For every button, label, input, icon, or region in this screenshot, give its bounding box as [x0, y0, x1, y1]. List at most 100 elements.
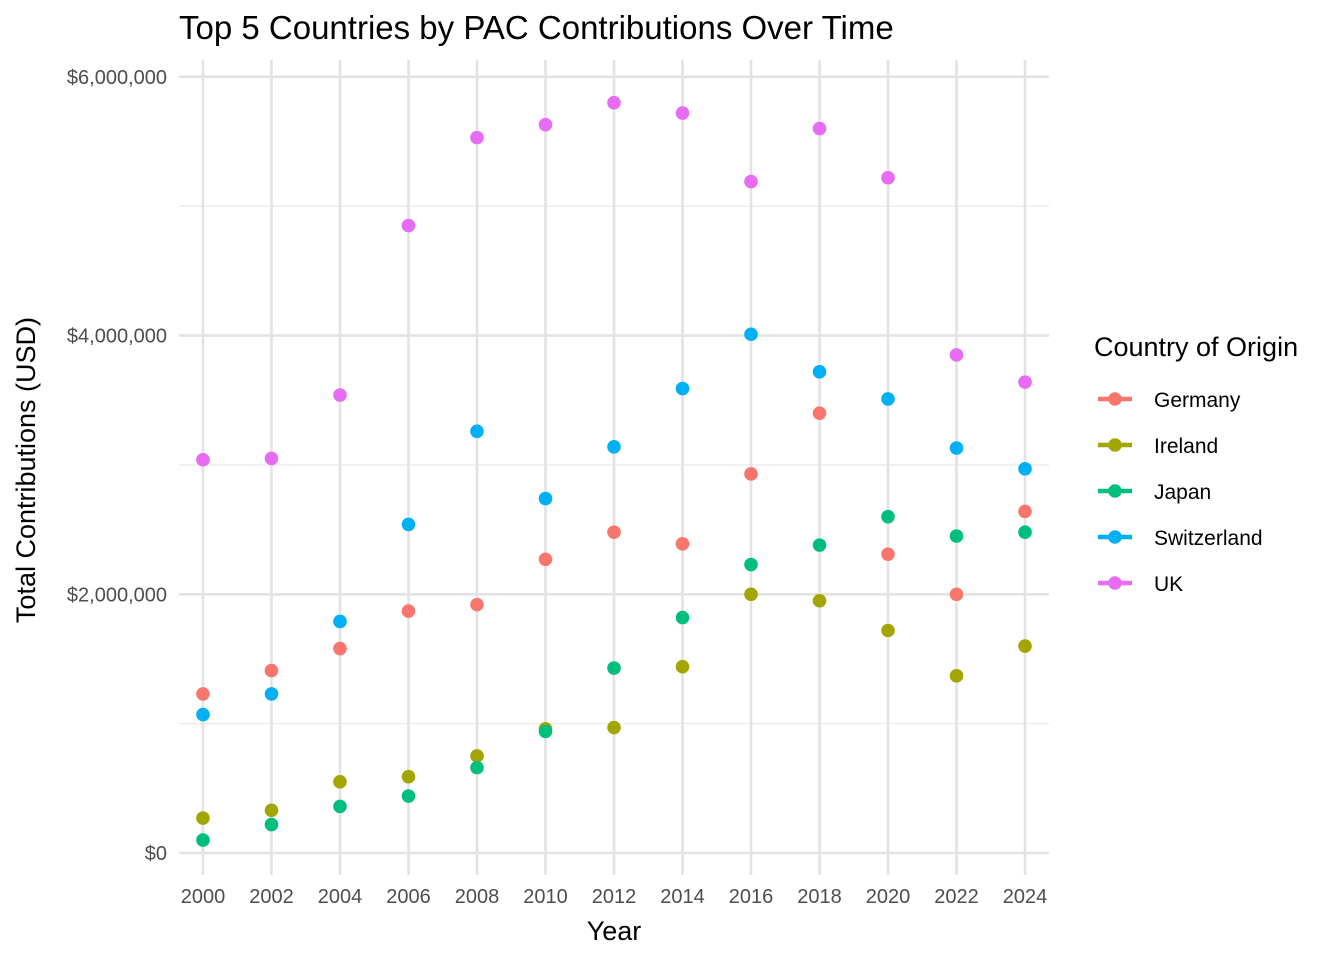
legend-key-point [1108, 530, 1122, 544]
legend-item-japan: Japan [1098, 481, 1211, 504]
data-point [1018, 504, 1032, 519]
data-point [881, 623, 895, 638]
x-tick-label: 2012 [592, 886, 637, 908]
data-point [1018, 375, 1032, 389]
series-germany [196, 406, 1032, 701]
data-point [675, 659, 690, 674]
series-ireland [196, 587, 1032, 825]
data-point [470, 749, 484, 763]
x-tick-label: 2008 [455, 886, 500, 908]
x-tick-label: 2000 [181, 886, 226, 908]
data-point [607, 525, 621, 539]
series-switzerland [196, 327, 1032, 722]
x-tick-label: 2016 [729, 886, 774, 908]
legend-label: Switzerland [1154, 527, 1263, 550]
data-point [333, 799, 347, 814]
data-point [949, 529, 964, 543]
data-point [812, 593, 827, 608]
data-point [744, 327, 758, 342]
data-point [538, 552, 553, 567]
x-tick-label: 2004 [318, 886, 363, 908]
data-point [949, 441, 964, 455]
data-point [538, 117, 553, 132]
data-point [401, 769, 416, 784]
legend-item-germany: Germany [1098, 389, 1241, 412]
chart-title: Top 5 Countries by PAC Contributions Ove… [179, 9, 894, 46]
data-point [1018, 525, 1032, 539]
data-point [607, 720, 621, 735]
series-japan [196, 509, 1032, 847]
x-tick-label: 2024 [1003, 886, 1048, 908]
data-point [333, 388, 347, 402]
data-point [470, 424, 484, 439]
data-point [949, 668, 964, 683]
legend-item-ireland: Ireland [1098, 435, 1218, 458]
data-point [1018, 639, 1032, 653]
data-point [264, 817, 279, 832]
x-tick-label: 2014 [660, 886, 705, 908]
data-point [675, 537, 690, 551]
x-tick-label: 2010 [523, 886, 568, 908]
data-point [264, 803, 279, 818]
y-axis-title: Total Contributions (USD) [11, 317, 41, 623]
data-point [744, 467, 758, 481]
data-point [401, 218, 416, 233]
series-uk [196, 95, 1032, 467]
data-point [470, 760, 484, 775]
data-point [812, 406, 827, 420]
legend-label: Japan [1154, 481, 1211, 504]
legend-key-point [1108, 484, 1122, 498]
y-tick-label: $2,000,000 [67, 584, 167, 606]
data-point [264, 687, 279, 701]
data-point [401, 604, 416, 618]
legend-label: Ireland [1154, 435, 1218, 458]
data-point [196, 452, 210, 467]
data-point [607, 661, 621, 675]
data-point [333, 641, 347, 656]
legend-item-uk: UK [1098, 573, 1183, 596]
data-point [675, 106, 690, 120]
data-points [196, 95, 1032, 847]
y-tick-label: $4,000,000 [67, 326, 167, 348]
legend-key-point [1108, 576, 1122, 590]
data-point [264, 663, 279, 678]
legend: Country of Origin Germany Ireland Japan Swi… [1094, 332, 1298, 596]
y-tick-label: $6,000,000 [67, 67, 167, 89]
legend-key-point [1108, 438, 1122, 452]
data-point [470, 130, 484, 145]
data-point [949, 587, 964, 602]
legend-item-switzerland: Switzerland [1098, 527, 1263, 550]
y-tick-label: $0 [145, 843, 167, 865]
x-axis-title: Year [587, 916, 642, 946]
data-point [812, 364, 827, 379]
legend-label: Germany [1154, 389, 1241, 412]
data-point [881, 547, 895, 561]
data-point [675, 610, 690, 625]
legend-key-point [1108, 392, 1122, 406]
data-point [744, 587, 758, 602]
data-point [881, 509, 895, 524]
data-point [196, 707, 210, 722]
x-tick-label: 2022 [934, 886, 979, 908]
data-point [744, 557, 758, 572]
legend-items: Germany Ireland Japan Switzerland UK [1098, 389, 1263, 596]
y-axis-tick-labels: $0 $2,000,000 $4,000,000 $6,000,000 [67, 67, 167, 865]
data-point [196, 687, 210, 701]
data-point [949, 348, 964, 362]
data-point [1018, 461, 1032, 476]
data-point [333, 775, 347, 789]
data-point [470, 597, 484, 612]
legend-title: Country of Origin [1094, 332, 1298, 362]
data-point [607, 95, 621, 110]
data-point [196, 833, 210, 847]
data-point [401, 789, 416, 803]
data-point [264, 451, 279, 466]
data-point [196, 811, 210, 825]
data-point [744, 174, 758, 189]
data-point [538, 491, 553, 506]
x-axis-tick-labels: 2000 2002 2004 2006 2008 2010 2012 2014 2016 2018… [181, 886, 1048, 908]
data-point [881, 392, 895, 406]
data-point [401, 517, 416, 532]
